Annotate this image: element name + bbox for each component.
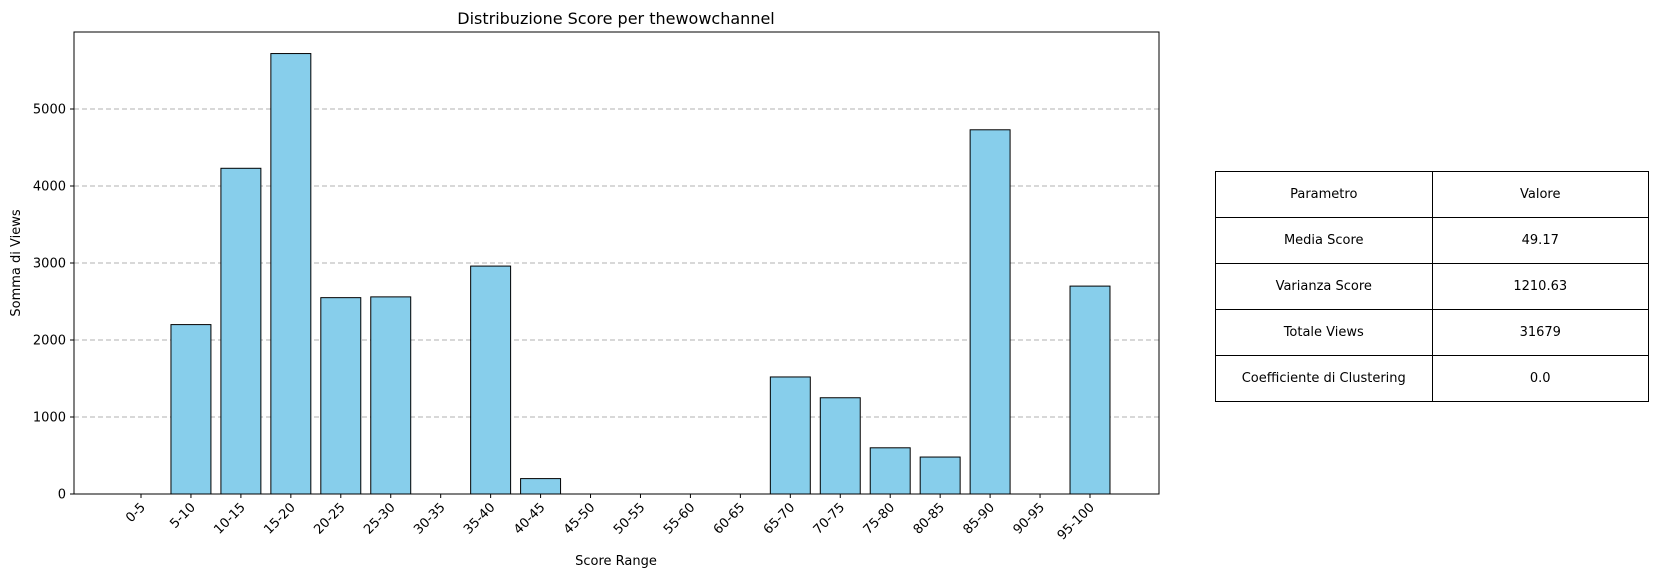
- table-header-value: Valore: [1431, 171, 1649, 218]
- bar-15-20: [270, 53, 312, 495]
- bar-20-25: [320, 297, 362, 495]
- x-tick-label: 5-10: [167, 500, 198, 531]
- x-axis-label: Score Range: [575, 554, 657, 569]
- x-tick-label: 90-95: [1011, 500, 1048, 537]
- x-tick-label: 60-65: [711, 500, 748, 537]
- table-cell-value: 0.0: [1431, 355, 1649, 402]
- x-tick-label: 40-45: [511, 500, 548, 537]
- table-cell-param: Coefficiente di Clustering: [1215, 355, 1433, 402]
- x-tick-label: 30-35: [411, 500, 448, 537]
- table-cell-param: Media Score: [1215, 217, 1433, 264]
- table-row: Varianza Score 1210.63: [1215, 263, 1649, 310]
- x-tick-label: 85-90: [961, 500, 998, 537]
- x-tick-label: 10-15: [211, 500, 248, 537]
- bar-75-80: [869, 447, 911, 495]
- table-header-param: Parametro: [1215, 171, 1433, 218]
- x-tick-label: 35-40: [461, 500, 498, 537]
- bar-85-90: [969, 129, 1011, 495]
- bar-95-100: [1069, 285, 1111, 495]
- y-tick-label: 0: [58, 488, 66, 503]
- table-row: Totale Views 31679: [1215, 309, 1649, 356]
- table-cell-param: Totale Views: [1215, 309, 1433, 356]
- bar-80-85: [919, 456, 961, 495]
- chart-title: Distribuzione Score per thewowchannel: [457, 9, 775, 28]
- table-cell-param: Varianza Score: [1215, 263, 1433, 310]
- table-header-row: Parametro Valore: [1215, 171, 1649, 218]
- bar-25-30: [370, 296, 412, 495]
- table-row: Coefficiente di Clustering 0.0: [1215, 355, 1649, 402]
- x-tick-label: 25-30: [361, 500, 398, 537]
- x-tick-label: 80-85: [911, 500, 948, 537]
- table-cell-value: 1210.63: [1431, 263, 1649, 310]
- x-tick-label: 55-60: [661, 500, 698, 537]
- x-tick-label: 70-75: [811, 500, 848, 537]
- x-tick-label: 65-70: [761, 500, 798, 537]
- bar-70-75: [819, 397, 861, 495]
- bar-10-15: [220, 167, 262, 495]
- y-tick-label: 1000: [33, 411, 66, 426]
- y-tick-label: 2000: [33, 334, 66, 349]
- x-tick-label: 50-55: [611, 500, 648, 537]
- y-tick-label: 3000: [33, 257, 66, 272]
- bar-65-70: [769, 376, 811, 495]
- table-cell-value: 49.17: [1431, 217, 1649, 264]
- y-tick-label: 4000: [33, 180, 66, 195]
- x-tick-label: 15-20: [261, 500, 298, 537]
- x-axis: 0-5 5-10 10-15 15-20 20-25 25-30 30-35 35-40 40-…: [123, 494, 1098, 543]
- bars: [170, 53, 1111, 495]
- table-row: Media Score 49.17: [1215, 217, 1649, 264]
- y-axis: 0 1000 2000 3000 4000 5000: [33, 103, 74, 503]
- y-axis-label: Somma di Views: [9, 209, 24, 316]
- x-tick-label: 75-80: [861, 500, 898, 537]
- x-tick-label: 45-50: [561, 500, 598, 537]
- bar-5-10: [170, 324, 212, 495]
- x-tick-label: 0-5: [123, 500, 149, 526]
- bar-40-45: [520, 478, 562, 495]
- y-tick-label: 5000: [33, 103, 66, 118]
- stats-table: Parametro Valore Media Score 49.17 Varia…: [1215, 171, 1649, 402]
- x-tick-label: 95-100: [1055, 500, 1098, 543]
- table-cell-value: 31679: [1431, 309, 1649, 356]
- bar-35-40: [470, 265, 512, 495]
- x-tick-label: 20-25: [311, 500, 348, 537]
